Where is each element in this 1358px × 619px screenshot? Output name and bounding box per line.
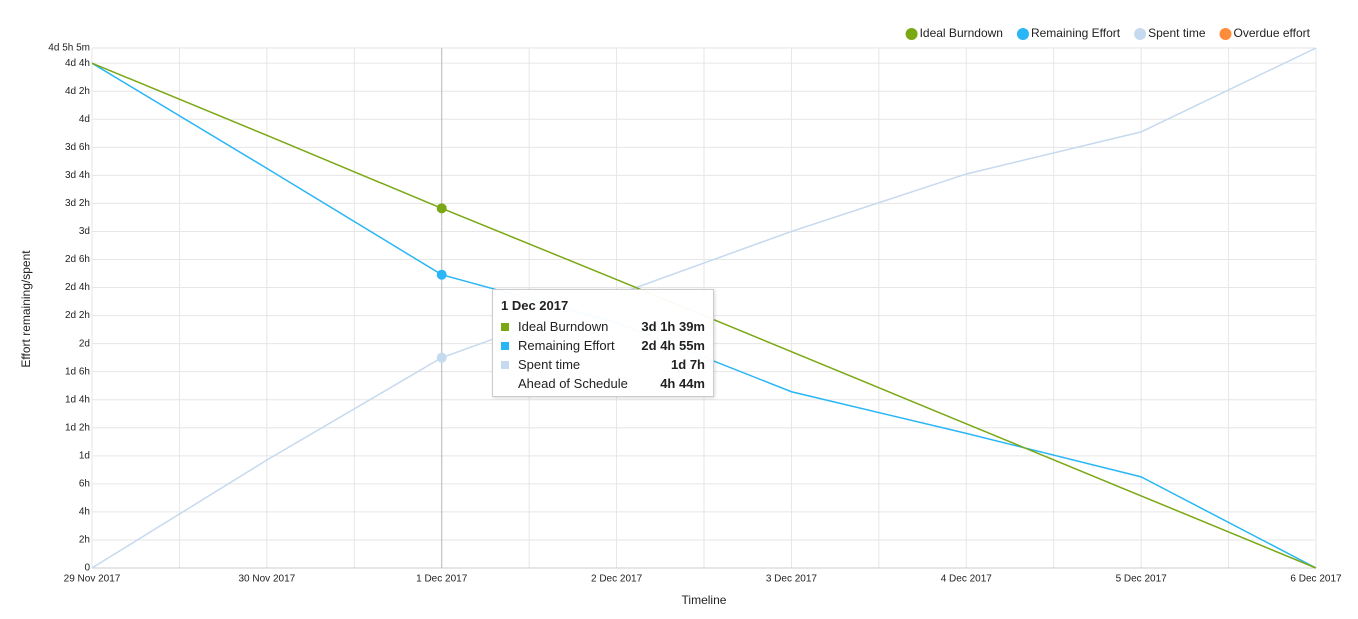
tooltip-label: Ahead of Schedule [518, 376, 628, 391]
y-tick-label: 2d 6h [65, 254, 90, 265]
tooltip-row: Ideal Burndown 3d 1h 39m [501, 317, 705, 336]
y-tick-label: 3d 4h [65, 170, 90, 181]
tooltip-row: Spent time 1d 7h [501, 355, 705, 374]
x-tick-label: 3 Dec 2017 [766, 574, 818, 585]
y-tick-label: 1d 4h [65, 394, 90, 405]
legend-swatch [1134, 28, 1147, 40]
legend-label: Overdue effort [1234, 26, 1311, 40]
y-tick-label: 4d 5h 5m [48, 43, 90, 54]
tooltip-row: Remaining Effort 2d 4h 55m [501, 336, 705, 355]
x-tick-label: 4 Dec 2017 [941, 574, 993, 585]
x-tick-label: 2 Dec 2017 [591, 574, 643, 585]
tooltip-swatch [501, 341, 509, 350]
tooltip: 1 Dec 2017 Ideal Burndown 3d 1h 39m Remaini… [492, 289, 714, 397]
x-tick-label: 30 Nov 2017 [238, 574, 295, 585]
legend-item: Remaining Effort [1016, 26, 1121, 40]
y-axis-title: Effort remaining/spent [19, 250, 33, 368]
tooltip-value: 1d 7h [671, 357, 705, 372]
y-tick-label: 1d 6h [65, 366, 90, 377]
y-tick-label: 2h [79, 535, 90, 546]
tooltip-swatch [501, 322, 509, 331]
x-tick-label: 6 Dec 2017 [1290, 574, 1342, 585]
x-tick-label: 29 Nov 2017 [64, 574, 121, 585]
y-tick-label: 6h [79, 479, 90, 490]
y-tick-label: 0 [84, 563, 90, 574]
hover-point [436, 269, 447, 280]
y-tick-label: 2d 4h [65, 282, 90, 293]
legend: Ideal Burndown Remaining Effort Spent time… [905, 26, 1311, 40]
legend-swatch [1219, 28, 1232, 40]
hover-point [436, 352, 447, 363]
tooltip-label: Spent time [518, 357, 581, 372]
tooltip-value: 2d 4h 55m [641, 338, 705, 353]
tooltip-swatch [501, 360, 509, 369]
tooltip-label: Ideal Burndown [518, 319, 609, 334]
tooltip-label: Remaining Effort [518, 338, 615, 353]
x-tick-label: 5 Dec 2017 [1116, 574, 1168, 585]
y-tick-label: 1d 2h [65, 422, 90, 433]
tooltip-value: 3d 1h 39m [641, 319, 705, 334]
legend-item: Overdue effort [1219, 26, 1311, 40]
y-tick-label: 1d [79, 450, 90, 461]
y-tick-label: 4d 2h [65, 86, 90, 97]
legend-label: Spent time [1148, 26, 1206, 40]
tooltip-row: Ahead of Schedule 4h 44m [501, 374, 705, 393]
x-tick-label: 1 Dec 2017 [416, 574, 468, 585]
x-axis-title: Timeline [682, 593, 727, 607]
y-tick-label: 3d [79, 226, 90, 237]
y-tick-label: 2d [79, 338, 90, 349]
legend-item: Spent time [1134, 26, 1206, 40]
y-tick-label: 4d 4h [65, 58, 90, 69]
series-line [91, 47, 1317, 569]
y-tick-label: 4d [79, 114, 90, 125]
legend-swatch [905, 28, 918, 40]
tooltip-title: 1 Dec 2017 [501, 298, 569, 313]
legend-label: Ideal Burndown [920, 26, 1003, 40]
tooltip-value: 4h 44m [660, 376, 705, 391]
hover-point [436, 203, 447, 214]
y-tick-label: 4h [79, 507, 90, 518]
tooltip-swatch [501, 380, 509, 388]
legend-item: Ideal Burndown [905, 26, 1003, 40]
y-tick-label: 3d 2h [65, 198, 90, 209]
y-tick-label: 3d 6h [65, 142, 90, 153]
y-tick-label: 2d 2h [65, 310, 90, 321]
legend-swatch [1016, 28, 1029, 40]
legend-label: Remaining Effort [1031, 26, 1121, 40]
